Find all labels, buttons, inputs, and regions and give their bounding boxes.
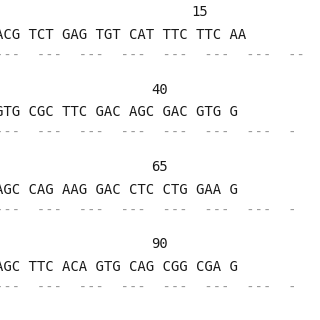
Text: ---  ---  ---  ---  ---  ---  ---  -: --- --- --- --- --- --- --- -	[0, 280, 297, 294]
Text: AGC TTC ACA GTG CAG CGG CGA G: AGC TTC ACA GTG CAG CGG CGA G	[0, 260, 238, 274]
Text: ---  ---  ---  ---  ---  ---  ---  -: --- --- --- --- --- --- --- -	[0, 125, 297, 139]
Text: 40: 40	[152, 83, 168, 97]
Text: ---  ---  ---  ---  ---  ---  ---  -: --- --- --- --- --- --- --- -	[0, 203, 297, 217]
Text: 90: 90	[152, 237, 168, 251]
Text: ACG TCT GAG TGT CAT TTC TTC AA: ACG TCT GAG TGT CAT TTC TTC AA	[0, 28, 246, 42]
Text: 15: 15	[192, 5, 208, 19]
Text: AGC CAG AAG GAC CTC CTG GAA G: AGC CAG AAG GAC CTC CTG GAA G	[0, 183, 238, 197]
Text: 65: 65	[152, 160, 168, 174]
Text: GTG CGC TTC GAC AGC GAC GTG G: GTG CGC TTC GAC AGC GAC GTG G	[0, 105, 238, 119]
Text: ---  ---  ---  ---  ---  ---  ---  --: --- --- --- --- --- --- --- --	[0, 48, 305, 62]
